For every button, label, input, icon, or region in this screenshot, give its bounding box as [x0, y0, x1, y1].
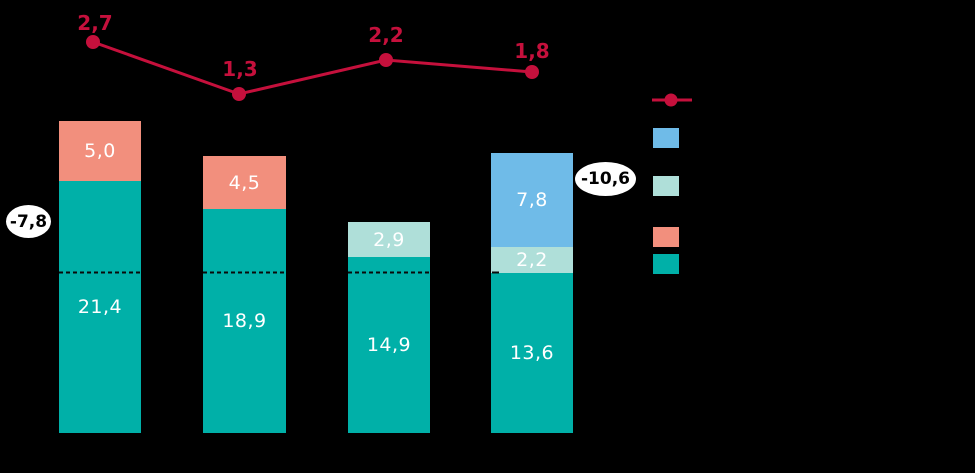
bar2-teal-segment: 18,9 — [203, 209, 286, 433]
bar2-salmon-label: 4,5 — [228, 171, 261, 194]
callout-left-text: -7,8 — [9, 211, 48, 232]
bar1-teal-segment: 21,4 — [59, 181, 141, 433]
line-point-4 — [525, 65, 539, 79]
bar3-lightteal-label: 2,9 — [373, 228, 405, 251]
bar2-salmon-segment: 4,5 — [203, 156, 286, 209]
bar3-teal-segment: 14,9 — [348, 257, 430, 433]
bar3-lightteal-segment: 2,9 — [348, 222, 430, 257]
line-value-label-2: 1,3 — [222, 57, 258, 81]
line-point-1 — [86, 35, 100, 49]
legend-blue-swatch — [653, 128, 679, 148]
callout-bubble-left: -7,8 — [6, 205, 51, 238]
line-value-label-3: 2,2 — [368, 23, 404, 47]
legend-teal-swatch — [653, 254, 679, 274]
bar2-teal-label: 18,9 — [222, 310, 267, 332]
legend-salmon-swatch — [653, 227, 679, 247]
bar4-lightteal-label: 2,2 — [516, 249, 548, 271]
line-series-path — [92, 40, 533, 96]
bar4-lightteal-segment: 2,2 — [491, 247, 573, 273]
callout-right-text: -10,6 — [581, 169, 630, 189]
callout-bubble-right: -10,6 — [575, 162, 636, 196]
bar3-teal-label: 14,9 — [366, 334, 412, 356]
bar4-blue-label: 7,8 — [516, 189, 548, 211]
bar4-teal-segment: 13,6 — [491, 273, 573, 433]
line-point-3 — [379, 53, 393, 67]
bar1-salmon-segment: 5,0 — [59, 121, 141, 181]
legend-line-marker-dot — [664, 93, 678, 107]
bar1-salmon-label: 5,0 — [84, 140, 116, 162]
line-value-label-1: 2,7 — [77, 11, 113, 35]
line-point-2 — [232, 87, 246, 101]
bar4-blue-segment: 7,8 — [491, 153, 573, 247]
bar4-teal-label: 13,6 — [509, 342, 555, 364]
bar1-teal-label: 21,4 — [77, 296, 123, 318]
legend-light-teal-swatch — [653, 176, 679, 196]
line-value-label-4: 1,8 — [514, 39, 550, 63]
